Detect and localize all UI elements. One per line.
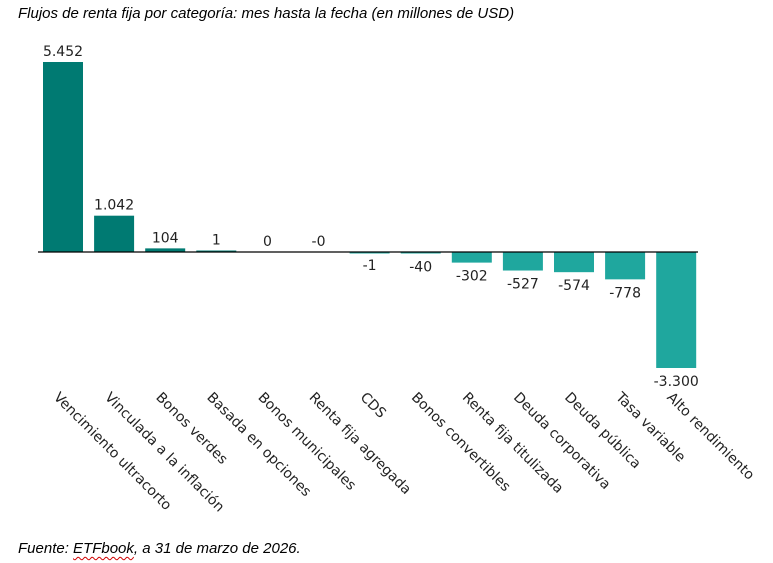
- value-label-4: 1: [212, 233, 221, 249]
- category-label-13: Alto rendimiento: [663, 390, 757, 484]
- category-label-7: CDS: [357, 390, 389, 422]
- value-label-12: -778: [609, 285, 641, 301]
- bar-7: [349, 252, 390, 254]
- value-label-11: -574: [558, 278, 590, 294]
- value-label-9: -302: [456, 269, 488, 285]
- category-label-8: Bonos convertibles: [408, 390, 514, 496]
- value-label-10: -527: [507, 277, 539, 293]
- value-label-8: -40: [409, 260, 432, 276]
- source-suffix: , a 31 de marzo de 2026.: [133, 540, 301, 557]
- value-label-7: -1: [363, 258, 377, 274]
- bar-8: [400, 252, 441, 254]
- bar-4: [196, 250, 237, 252]
- bar-12: [605, 252, 646, 280]
- source-prefix: Fuente:: [18, 540, 74, 557]
- chart-title: Flujos de renta fija por categoría: mes …: [18, 5, 515, 22]
- value-label-1: 5.452: [43, 44, 83, 60]
- category-label-6: Renta fija agregada: [306, 390, 414, 498]
- value-label-13: -3.300: [654, 374, 699, 390]
- bar-10: [502, 252, 543, 271]
- bar-9: [451, 252, 492, 263]
- bar-3: [145, 248, 186, 252]
- category-label-9: Renta fija titulizada: [459, 390, 566, 497]
- category-label-10: Deuda corporativa: [510, 390, 613, 493]
- source-brand: ETFbook: [73, 540, 134, 557]
- bar-13: [656, 252, 697, 368]
- bar-11: [554, 252, 594, 273]
- value-label-3: 104: [152, 230, 179, 246]
- category-label-5: Bonos municipales: [255, 390, 359, 494]
- value-label-5: 0: [263, 234, 272, 250]
- source-note: Fuente: ETFbook, a 31 de marzo de 2026.: [18, 540, 301, 557]
- bar-2: [94, 215, 135, 252]
- bar-1: [43, 62, 83, 252]
- value-label-6: -0: [312, 234, 326, 250]
- value-label-2: 1.042: [94, 198, 134, 214]
